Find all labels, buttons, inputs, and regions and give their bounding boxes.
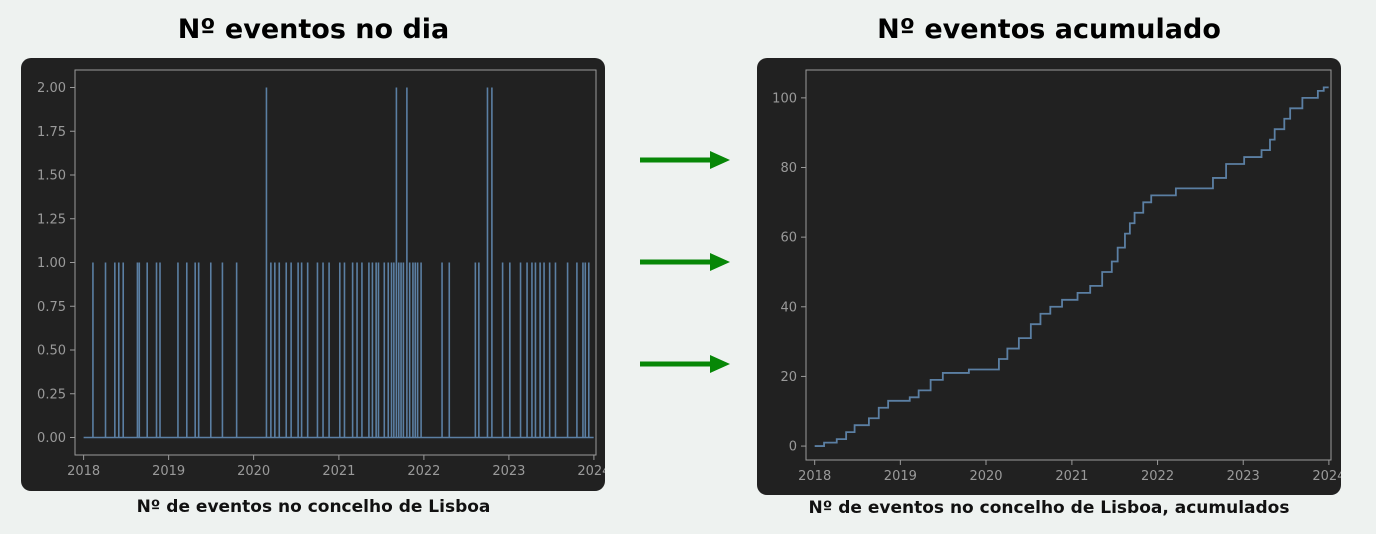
right-x-tick-label: 2021 — [1055, 469, 1088, 484]
left-x-tick-label: 2018 — [67, 464, 100, 479]
left-y-tick-label: 1.75 — [37, 125, 66, 140]
left-x-tick-label: 2019 — [152, 464, 185, 479]
left-y-tick-label: 2.00 — [37, 81, 66, 96]
right-x-tick-label: 2019 — [884, 469, 917, 484]
left-y-tick-label: 1.25 — [37, 212, 66, 227]
right-y-tick-label: 40 — [780, 300, 797, 315]
right-plot-frame — [805, 69, 1332, 461]
right-chart: 2018 2019 2020 2021 2022 2023 2024 0 20 40 60 80 100 — [772, 69, 1345, 484]
right-y-tick-label: 80 — [780, 161, 797, 176]
right-x-tick-label: 2023 — [1227, 469, 1260, 484]
left-chart-title: Nº eventos no dia — [177, 14, 450, 45]
left-x-tick-label: 2022 — [407, 464, 440, 479]
left-chart-panel: 2018 2019 2020 2021 2022 2023 2024 0.00 0.25 0.50… — [21, 58, 610, 491]
left-y-tick-label: 0.25 — [37, 387, 66, 402]
left-x-tick-label: 2023 — [492, 464, 525, 479]
left-y-tick-label: 0.00 — [37, 431, 66, 446]
left-x-tick-label: 2021 — [322, 464, 355, 479]
left-y-tick-label: 0.50 — [37, 344, 66, 359]
arrow-top — [640, 151, 730, 169]
right-y-tick-label: 100 — [772, 91, 797, 106]
left-x-tick-label: 2024 — [577, 464, 605, 479]
left-chart: 2018 2019 2020 2021 2022 2023 2024 0.00 0.25 0.50… — [37, 69, 610, 479]
right-y-tick-label: 20 — [780, 370, 797, 385]
left-chart-caption: Nº de eventos no concelho de Lisboa — [136, 497, 491, 517]
right-x-tick-label: 2024 — [1312, 469, 1341, 484]
right-series-line — [814, 86, 1329, 447]
right-y-tick-label: 60 — [780, 231, 797, 246]
right-chart-panel: 2018 2019 2020 2021 2022 2023 2024 0 20 40 60 80 100 — [757, 58, 1345, 495]
right-chart-caption: Nº de eventos no concelho de Lisboa, acu… — [808, 498, 1290, 518]
right-x-tick-label: 2018 — [798, 469, 831, 484]
left-y-tick-label: 0.75 — [37, 300, 66, 315]
left-x-tick-label: 2020 — [237, 464, 270, 479]
arrow-bottom — [640, 355, 730, 373]
arrows-group — [640, 151, 730, 373]
right-chart-title: Nº eventos acumulado — [877, 14, 1221, 45]
left-y-tick-label: 1.50 — [37, 169, 66, 184]
left-y-tick-label: 1.00 — [37, 256, 66, 271]
right-y-tick-label: 0 — [789, 440, 797, 455]
right-x-tick-label: 2022 — [1141, 469, 1174, 484]
right-x-tick-label: 2020 — [969, 469, 1002, 484]
arrow-middle — [640, 253, 730, 271]
left-plot-frame — [74, 69, 597, 456]
